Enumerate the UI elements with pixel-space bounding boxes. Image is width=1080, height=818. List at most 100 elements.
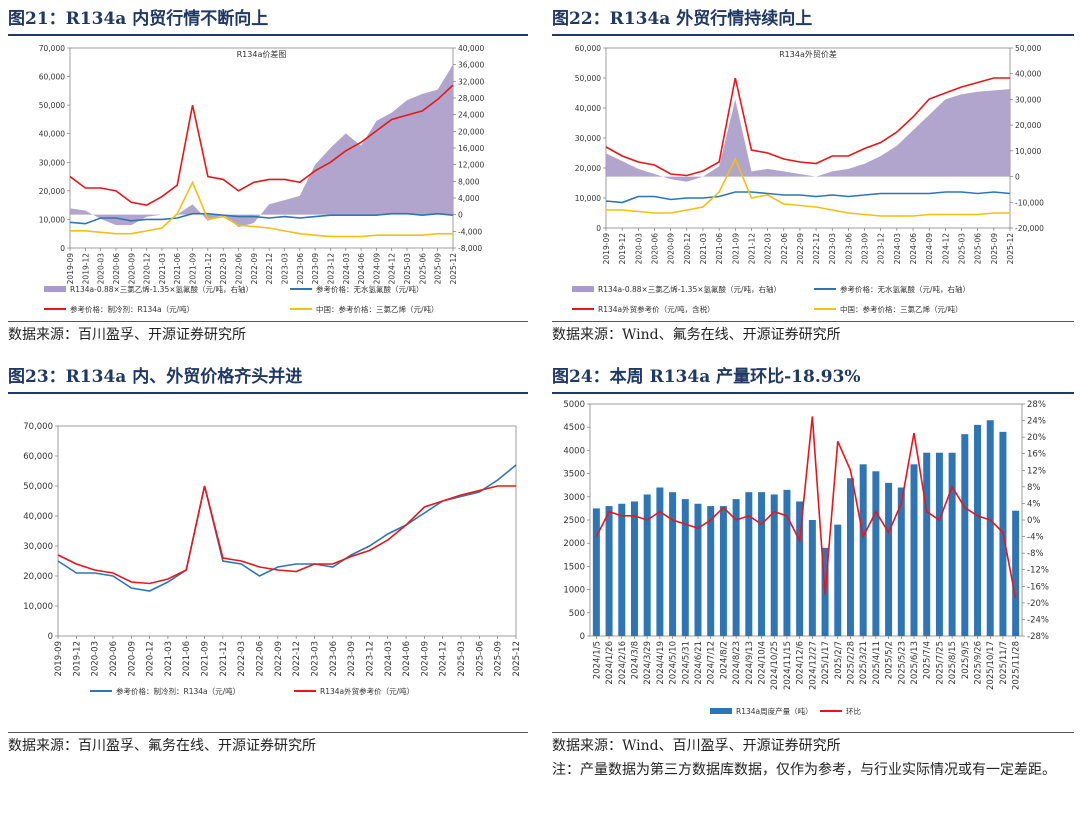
x-tick-label: 2024-12 (388, 253, 397, 285)
x-tick-label: 2023-06 (844, 233, 853, 265)
y-tick-label: 4000 (563, 446, 585, 456)
y2-tick-label: 16,000 (458, 144, 484, 153)
x-tick-label: 2025/8/15 (948, 641, 958, 685)
x-tick-label: 2024/11/15 (783, 641, 793, 690)
chart-23: 0 10,000 20,000 30,000 40,000 50,000 60,000 70,… (23, 422, 522, 696)
bar (643, 494, 651, 636)
chart-22: R134a外贸价差 0 10,000 20,000 30,000 40,000 50,000… (572, 44, 1044, 314)
y-tick-label: 70,000 (23, 422, 53, 432)
y2-tick-label: 20,000 (458, 127, 484, 136)
x-tick-label: 2022-12 (292, 641, 302, 677)
chart-inner-title: R134a外贸价差 (779, 49, 837, 59)
x-tick-label: 2020-12 (146, 641, 156, 677)
plot-area (589, 403, 1023, 637)
legend-label: R134a-0.88×三氯乙烯-1.35×氢氟酸（元/吨，右轴） (70, 284, 253, 294)
x-tick-label: 2024/6/21 (694, 641, 704, 685)
bar (885, 482, 893, 636)
data-source: 数据来源：百川盈孚、开源证券研究所 (8, 327, 246, 343)
y-tick-label: 10,000 (39, 215, 65, 224)
y-tick-label: 20,000 (23, 572, 53, 582)
y2-tick-label: 0 (1015, 173, 1020, 182)
x-tick-label: 2024-03 (342, 253, 351, 285)
y2-tick-label: 20% (1027, 433, 1046, 443)
x-tick-label: 2019-09 (602, 233, 611, 265)
bar (834, 524, 842, 636)
legend-label: 中国：参考价格：三氯乙烯（元/吨） (316, 304, 439, 314)
x-tick-label: 2024/1/26 (605, 641, 615, 685)
bar (758, 492, 766, 636)
x-tick-label: 2025-09 (434, 253, 443, 285)
x-tick-label: 2025/2/28 (846, 641, 856, 685)
y-tick-label: 60,000 (575, 44, 601, 53)
y-tick-label: 2500 (563, 516, 585, 526)
panel-23: 图23：R134a 内、外贸价格齐头并进 0 10,000 20,000 30,000… (8, 364, 528, 764)
x-tick-label: 2025-03 (958, 233, 967, 265)
y-tick-label: 40,000 (575, 104, 601, 113)
y2-tick-label: 24,000 (458, 111, 484, 120)
x-tick-label: 2023-09 (347, 641, 357, 677)
bar (961, 434, 969, 636)
x-tick-label: 2024-06 (402, 641, 412, 677)
x-tick-label: 2020-06 (109, 641, 119, 677)
y2-tick-label: 16% (1027, 450, 1046, 460)
x-tick-label: 2024/10/25 (770, 641, 780, 690)
x-tick-label: 2025-09 (494, 641, 504, 677)
bar (846, 478, 854, 636)
legend-label: 参考价格：无水氢氟酸（元/吨） (316, 284, 424, 294)
y2-tick-label: 10,000 (1015, 147, 1041, 156)
y-tick-label: 40,000 (23, 512, 53, 522)
x-tick-label: 2021-06 (182, 641, 192, 677)
x-tick-label: 2022-03 (764, 233, 773, 265)
y-tick-label: 0 (48, 632, 53, 642)
chart-title: 图21：R134a 内贸行情不断向上 (8, 9, 269, 29)
x-tick-label: 2019-12 (81, 253, 90, 285)
y-tick-label: 2000 (563, 539, 585, 549)
y-tick-label: 1000 (563, 586, 585, 596)
x-tick-label: 2025/6/13 (910, 641, 920, 685)
x-tick-label: 2022-09 (274, 641, 284, 677)
x-tick-label: 2021-06 (173, 253, 182, 285)
bar (796, 501, 804, 636)
bar (897, 487, 905, 636)
x-tick-label: 2019-12 (618, 233, 627, 265)
bar (618, 503, 626, 636)
x-tick-label: 2025-06 (418, 253, 427, 285)
x-tick-label: 2024/10/4 (758, 641, 768, 685)
series-line (69, 212, 454, 225)
y2-tick-label: -28% (1027, 632, 1049, 642)
x-tick-label: 2022-03 (219, 253, 228, 285)
y-tick-label: 4500 (563, 423, 585, 433)
bar (859, 464, 867, 636)
x-tick-label: 2025/11/28 (1012, 641, 1022, 690)
x-tick-label: 2021-09 (189, 253, 198, 285)
title-underline (8, 392, 528, 394)
y2-tick-label: 50,000 (1015, 44, 1041, 53)
data-source: 数据来源：Wind、百川盈孚、开源证券研究所 (552, 738, 841, 754)
x-tick-label: 2024-09 (420, 641, 430, 677)
title-underline (8, 34, 528, 36)
x-tick-label: 2020-03 (634, 233, 643, 265)
x-tick-label: 2024/5/31 (681, 641, 691, 685)
x-tick-label: 2025-12 (1006, 233, 1015, 265)
x-tick-label: 2021-09 (731, 233, 740, 265)
x-tick-label: 2024/3/8 (630, 641, 640, 679)
y-tick-label: 10,000 (23, 602, 53, 612)
x-tick-label: 2021-09 (201, 641, 211, 677)
x-tick-label: 2022-12 (265, 253, 274, 285)
y2-tick-label: 28,000 (458, 94, 484, 103)
chart-24: 0 500 1000 1500 2000 2500 3000 3500 4000 4500 5000… (563, 400, 1049, 716)
y-tick-label: 40,000 (39, 130, 65, 139)
y2-tick-label: 8,000 (458, 177, 480, 186)
y2-tick-label: -12% (1027, 566, 1049, 576)
legend-label: 参考价格：制冷剂：R134a（元/吨） (116, 686, 240, 696)
x-tick-label: 2024-06 (357, 253, 366, 285)
legend-swatch (44, 286, 66, 292)
area-series (606, 89, 1010, 182)
bar (808, 520, 816, 636)
legend-label: 参考价格：制冷剂：R134a（元/吨） (70, 304, 194, 314)
y2-tick-label: 0% (1027, 516, 1041, 526)
y2-tick-label: 8% (1027, 483, 1041, 493)
x-tick-label: 2022-06 (780, 233, 789, 265)
x-tick-label: 2024-03 (384, 641, 394, 677)
y-tick-label: 50,000 (23, 482, 53, 492)
